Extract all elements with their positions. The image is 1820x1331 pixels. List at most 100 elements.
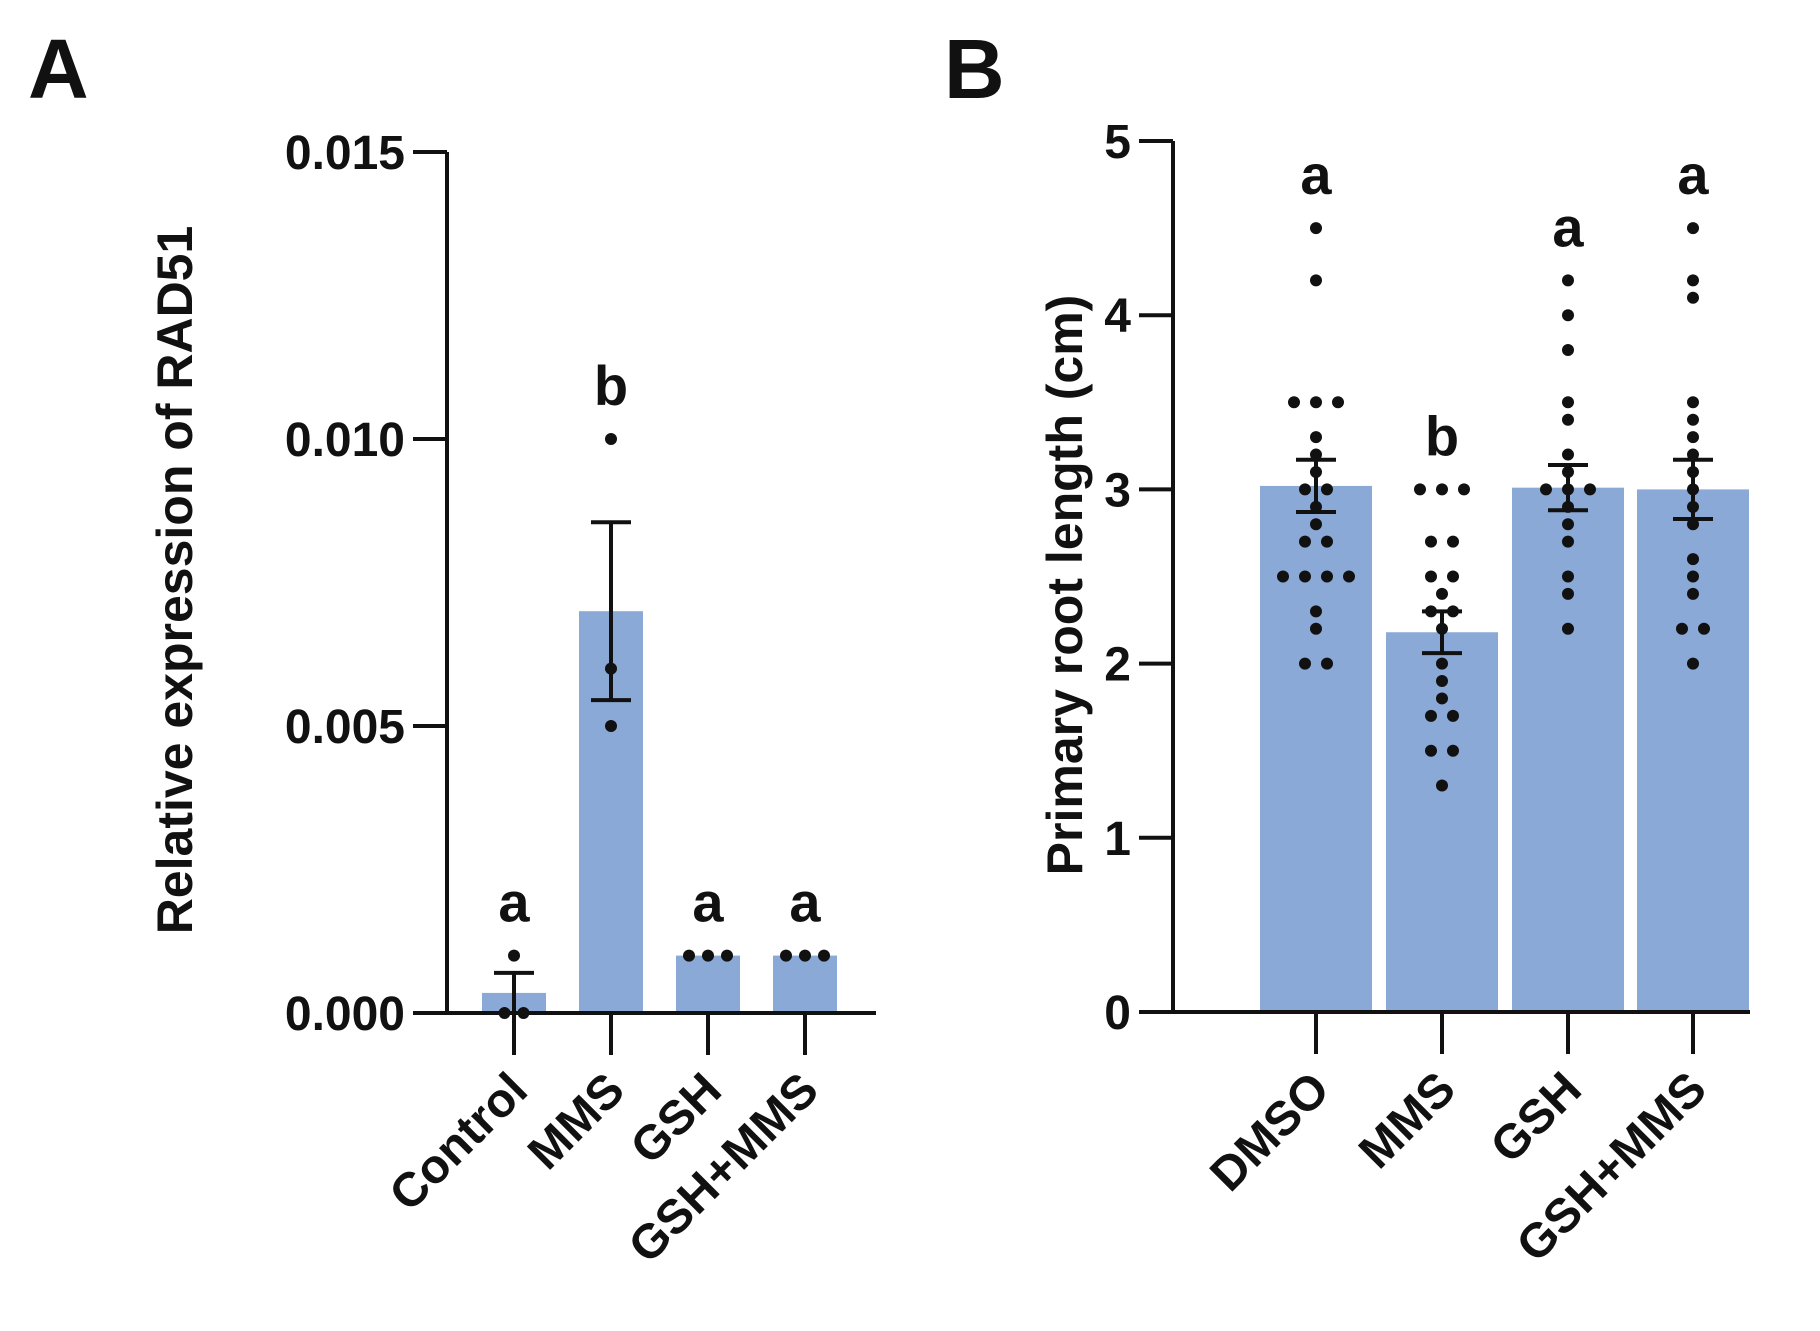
panel-b-data-point — [1562, 413, 1574, 426]
panel-b-y-tick-label: 5 — [1104, 116, 1131, 169]
panel-b-data-point — [1447, 709, 1459, 722]
panel-b-bar-dmso — [1260, 485, 1372, 1012]
panel-b-data-point — [1436, 483, 1448, 496]
panel-a-y-tick-label: 0.005 — [285, 701, 405, 754]
panel-b-data-point — [1310, 448, 1322, 461]
panel-b-data-point — [1562, 587, 1574, 600]
panel-a-data-point — [721, 949, 733, 962]
panel-a-data-point — [818, 949, 830, 962]
panel-b-bar-gsh-mms — [1637, 489, 1749, 1012]
panel-b-data-point — [1562, 309, 1574, 322]
panel-b-significance-letter: a — [1300, 143, 1332, 206]
panel-b-data-point — [1436, 657, 1448, 670]
panel-b-data-point — [1562, 518, 1574, 531]
panel-b-data-point — [1687, 518, 1699, 531]
panel-b-data-point — [1562, 344, 1574, 357]
panel-a-data-point — [605, 720, 617, 732]
panel-b-y-tick-label: 2 — [1104, 639, 1131, 692]
panel-b-data-point — [1310, 622, 1322, 635]
panel-a-bar-gsh — [676, 955, 740, 1013]
panel-b-data-point — [1425, 535, 1437, 548]
panel-a-data-point — [799, 949, 811, 962]
panel-b-y-axis-label: Primary root length (cm) — [1037, 295, 1093, 876]
panel-b-data-point — [1584, 483, 1596, 496]
panel-b-x-tick-label: MMS — [1349, 1062, 1466, 1179]
panel-b-data-point — [1687, 222, 1699, 235]
panel-b-data-point — [1321, 657, 1333, 670]
panel-b-data-point — [1687, 657, 1699, 670]
panel-b-significance-letter: a — [1552, 195, 1584, 258]
panel-b-data-point — [1310, 274, 1322, 287]
panel-b-data-point — [1562, 535, 1574, 548]
panel-b-data-point — [1436, 675, 1448, 688]
panel-a-y-axis-label: Relative expression of RAD51 — [147, 226, 203, 935]
panel-a-y-tick-label: 0.015 — [285, 127, 405, 180]
panel-b-data-point — [1447, 570, 1459, 583]
panel-a-chart: aba a0.0000.0050.0100.015ControlMMSGSHGSH… — [285, 127, 876, 1273]
panel-b-data-point — [1676, 622, 1688, 635]
panel-b-data-point — [1425, 570, 1437, 583]
panel-b-data-point — [1562, 396, 1574, 409]
panel-a-x-tick-label: MMS — [518, 1063, 635, 1180]
panel-a-significance-letter: a — [692, 871, 724, 934]
panel-b-data-point — [1288, 396, 1300, 409]
panel-b-data-point — [1425, 744, 1437, 757]
panel-b-data-point — [1687, 413, 1699, 426]
panel-b-data-point — [1687, 553, 1699, 566]
panel-a-significance-letter: a — [498, 871, 530, 934]
panel-b-data-point — [1540, 483, 1552, 496]
panel-b-data-point — [1687, 396, 1699, 409]
panel-b-data-point — [1687, 431, 1699, 444]
panel-b-data-point — [1458, 483, 1470, 496]
panel-b-bar-gsh — [1512, 487, 1624, 1013]
panel-a-x-tick-label: Control — [380, 1063, 538, 1221]
panel-b-x-tick-label: DMSO — [1200, 1062, 1339, 1201]
panel-b-data-point — [1447, 535, 1459, 548]
panel-b-data-point — [1321, 483, 1333, 496]
panel-b-bar-mms — [1386, 632, 1498, 1012]
panel-b-data-point — [1332, 396, 1344, 409]
panel-a-data-point — [683, 949, 695, 962]
panel-b-letter: B — [944, 22, 1005, 116]
panel-b-data-point — [1299, 570, 1311, 583]
panel-b-data-point — [1687, 587, 1699, 600]
panel-b-data-point — [1321, 570, 1333, 583]
panel-b-data-point — [1414, 483, 1426, 496]
panel-b-significance-letter: b — [1425, 404, 1459, 467]
panel-b-data-point — [1310, 518, 1322, 531]
panel-b-data-point — [1687, 570, 1699, 583]
panel-b-data-point — [1562, 622, 1574, 635]
panel-b-data-point — [1562, 570, 1574, 583]
panel-b-data-point — [1687, 274, 1699, 287]
panel-b-data-point — [1299, 657, 1311, 670]
panel-b-data-point — [1425, 709, 1437, 722]
panel-a-significance-letter: a — [789, 871, 821, 934]
panel-a-y-tick-label: 0.010 — [285, 414, 405, 467]
panel-b-significance-letter: a — [1677, 143, 1709, 206]
panel-b-data-point — [1310, 431, 1322, 444]
panel-a-data-point — [702, 949, 714, 962]
panel-b-data-point — [1310, 222, 1322, 235]
panel-a-bar-gsh-mms — [773, 955, 837, 1013]
panel-a-data-point — [780, 949, 792, 962]
panel-a-data-point — [605, 433, 617, 445]
panel-b-data-point — [1562, 274, 1574, 287]
panel-b-data-point — [1436, 692, 1448, 705]
panel-b-data-point — [1321, 535, 1333, 548]
panel-b-y-tick-label: 3 — [1104, 464, 1131, 517]
panel-b-data-point — [1299, 483, 1311, 496]
panel-a-significance-letter: b — [594, 354, 628, 417]
panel-a-data-point — [508, 949, 520, 962]
panel-b-x-tick-label: GSH — [1481, 1062, 1592, 1173]
panel-b-data-point — [1436, 587, 1448, 600]
panel-b-y-tick-label: 4 — [1104, 290, 1131, 343]
panel-a-letter: A — [28, 22, 89, 116]
panel-b-data-point — [1310, 396, 1322, 409]
panel-b-data-point — [1343, 570, 1355, 583]
panel-a-y-tick-label: 0.000 — [285, 988, 405, 1041]
panel-b-y-tick-label: 0 — [1104, 987, 1131, 1040]
panel-b-data-point — [1698, 622, 1710, 635]
panel-b-data-point — [1447, 744, 1459, 757]
